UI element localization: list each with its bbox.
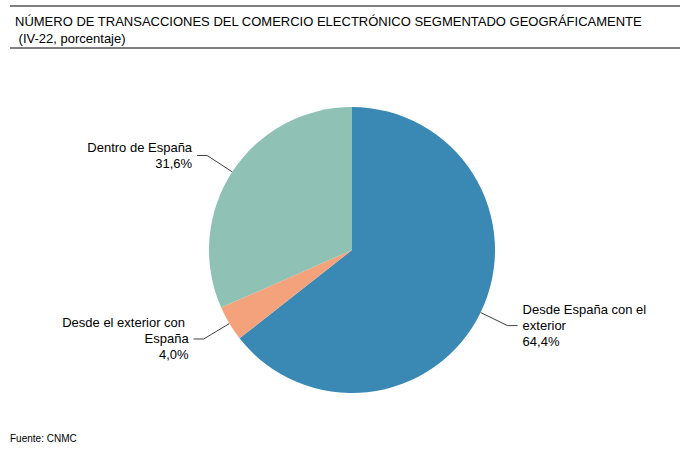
svg-text:31,6%: 31,6% (155, 156, 192, 171)
svg-text:(IV-22, porcentaje): (IV-22, porcentaje) (15, 31, 126, 46)
svg-text:4,0%: 4,0% (159, 347, 189, 362)
svg-text:Fuente: CNMC: Fuente: CNMC (10, 433, 77, 444)
svg-text:España: España (145, 331, 190, 346)
svg-text:NÚMERO DE TRANSACCIONES DEL CO: NÚMERO DE TRANSACCIONES DEL COMERCIO ELE… (15, 14, 642, 29)
svg-text:Desde España con el: Desde España con el (523, 302, 650, 317)
svg-text:exterior: exterior (523, 318, 567, 333)
svg-text:64,4%: 64,4% (523, 334, 560, 349)
svg-text:Desde el exterior con: Desde el exterior con (62, 315, 188, 330)
svg-text:Dentro de España: Dentro de España (87, 140, 193, 155)
